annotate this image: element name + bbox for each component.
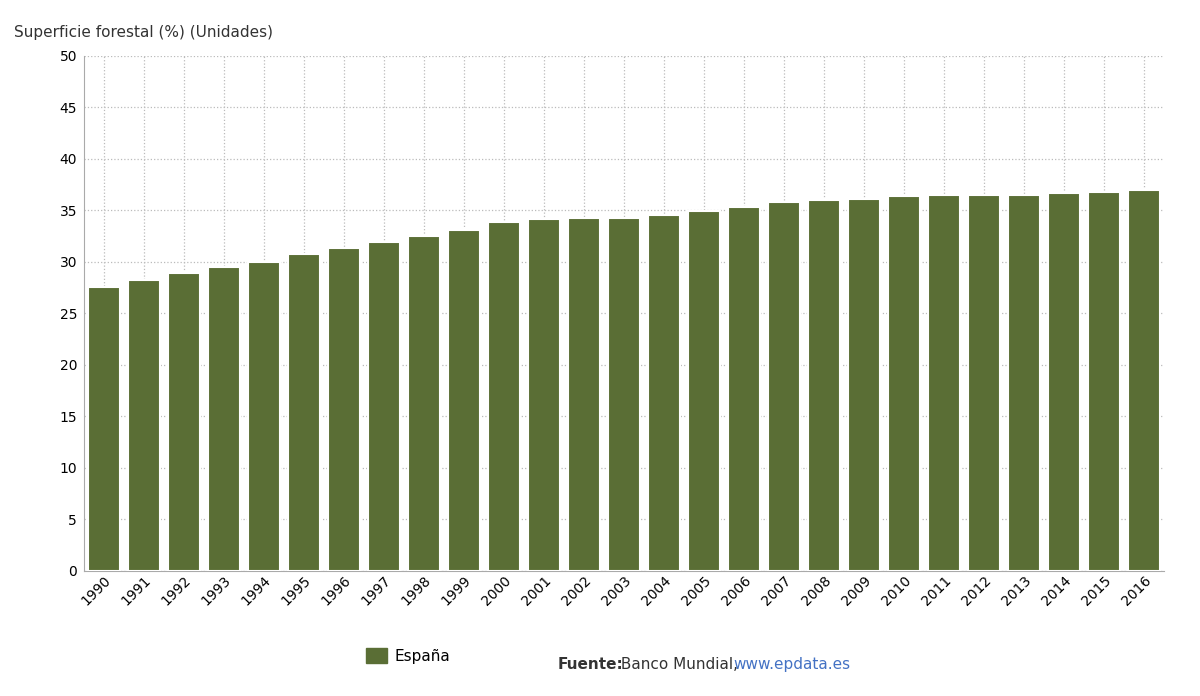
Bar bbox=[448, 230, 480, 571]
Bar bbox=[607, 219, 641, 571]
Bar bbox=[288, 255, 320, 571]
Bar bbox=[648, 215, 680, 571]
Text: Fuente:: Fuente: bbox=[558, 657, 624, 672]
Bar bbox=[1048, 193, 1080, 571]
Bar bbox=[247, 262, 281, 571]
Bar bbox=[928, 195, 960, 571]
Bar bbox=[487, 221, 521, 571]
Bar bbox=[967, 195, 1001, 571]
Bar bbox=[1087, 191, 1121, 571]
Bar bbox=[1008, 195, 1040, 571]
Bar bbox=[88, 287, 120, 571]
Bar bbox=[888, 196, 920, 571]
Bar bbox=[768, 202, 800, 571]
Text: Banco Mundial,: Banco Mundial, bbox=[616, 657, 743, 672]
Bar bbox=[408, 236, 440, 571]
Bar bbox=[1128, 189, 1160, 571]
Bar bbox=[528, 219, 560, 571]
Bar bbox=[127, 280, 161, 571]
Text: www.epdata.es: www.epdata.es bbox=[733, 657, 851, 672]
Text: Superficie forestal (%) (Unidades): Superficie forestal (%) (Unidades) bbox=[14, 25, 272, 40]
Legend: España: España bbox=[366, 648, 450, 663]
Bar bbox=[847, 199, 881, 571]
Bar bbox=[688, 211, 720, 571]
Bar bbox=[568, 219, 600, 571]
Bar bbox=[168, 273, 200, 571]
Bar bbox=[808, 200, 840, 571]
Bar bbox=[328, 248, 360, 571]
Bar bbox=[727, 207, 761, 571]
Bar bbox=[367, 242, 401, 571]
Bar bbox=[208, 267, 240, 571]
